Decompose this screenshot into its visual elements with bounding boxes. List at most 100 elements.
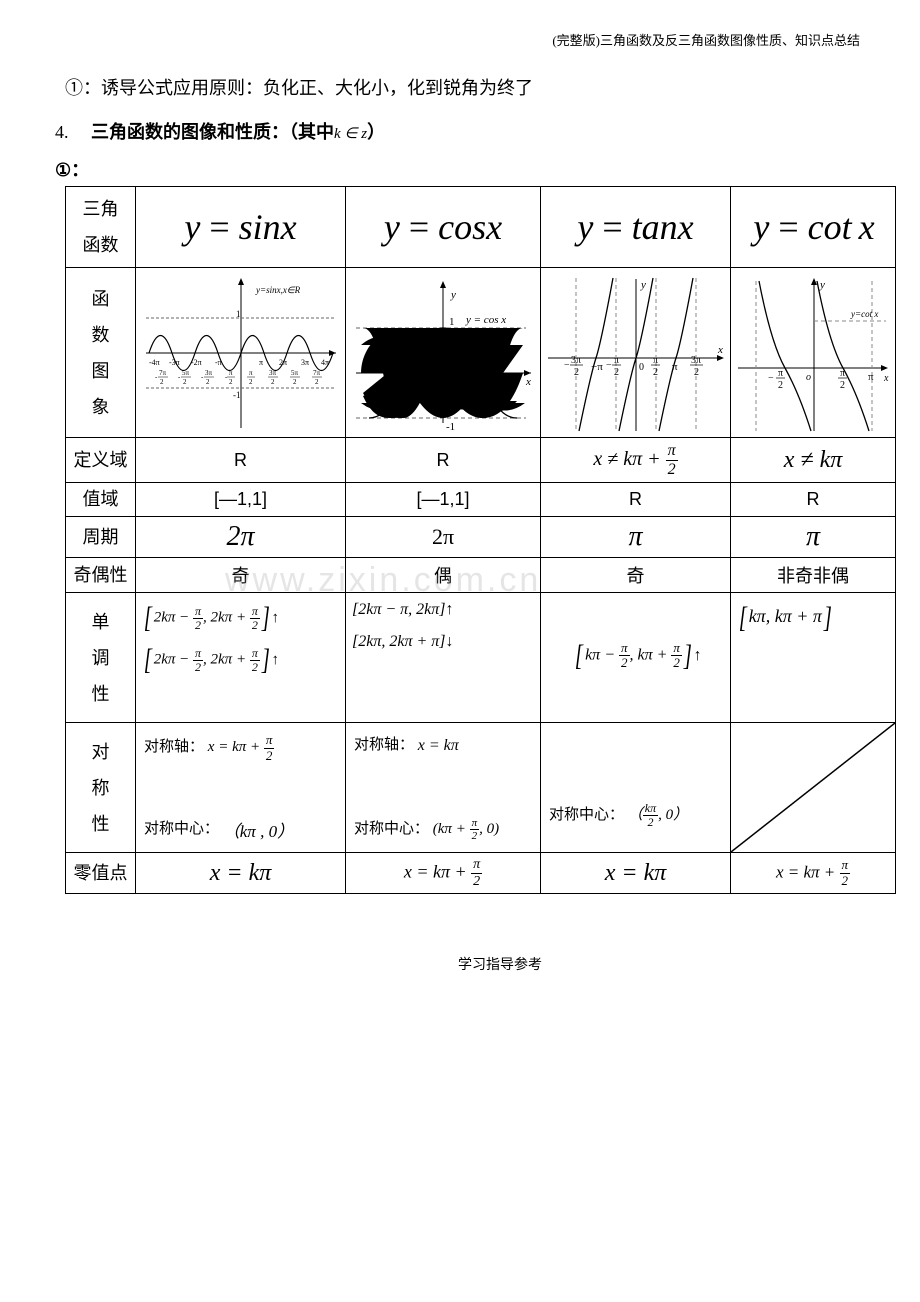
svg-text:−π: −π [591,361,603,373]
svg-text:−: − [606,360,612,371]
zero-sin: x = kπ [136,853,346,894]
svg-text:π: π [672,361,678,373]
table-row: 对称性 对称轴： x = kπ + π2 对称中心： （kπ , 0） 对称轴：… [66,723,896,853]
svg-text:2: 2 [840,380,845,391]
svg-text:4π: 4π [321,358,329,367]
row-label-period: 周期 [66,517,136,558]
svg-text:3π: 3π [269,369,277,377]
svg-text:2: 2 [183,378,187,386]
period-cos: 2π [346,517,541,558]
svg-text:x: x [717,344,723,356]
range-sin: [—1,1] [136,483,346,517]
row-label-range: 值域 [66,483,136,517]
parity-cos: 偶 [346,558,541,593]
svg-text:0: 0 [439,377,444,388]
mono-cot: [kπ, kπ + π] [731,593,896,723]
svg-text:3π: 3π [691,355,701,366]
svg-text:2: 2 [229,378,233,386]
svg-text:2: 2 [574,367,579,378]
func-tan: y = tanx [541,187,731,268]
parity-sin: 奇 [136,558,346,593]
svg-text:3π: 3π [483,377,493,388]
domain-cos: R [346,438,541,483]
section-4-title: 4. 三角函数的图像和性质：（其中k ∈ z） [55,118,865,144]
section-math: k ∈ z [334,126,367,142]
sym-sin: 对称轴： x = kπ + π2 对称中心： （kπ , 0） [136,723,346,853]
svg-text:π: π [840,368,845,379]
domain-cot: x ≠ kπ [731,438,896,483]
svg-text:5π: 5π [291,369,299,377]
svg-text:2: 2 [694,367,699,378]
graph-cot: y x y=cot x −π2 o π2 [731,268,896,438]
graph-sin: y=sinx,x∈R 1 -1 -4π-3π-2π-π π2π3π4π -7π2… [136,268,346,438]
svg-text:π: π [614,355,619,366]
parity-tan: 奇 [541,558,731,593]
svg-text:-: - [201,373,204,381]
svg-text:-2π: -2π [191,358,202,367]
domain-tan: x ≠ kπ + π2 [541,438,731,483]
svg-text:-1: -1 [446,421,455,433]
sym-axis-label: 对称轴： [354,737,414,753]
section-title-text: 三角函数的图像和性质：（其中 [91,122,334,142]
table-row: 三角函数 y = sinx y = cosx y = tanx y = cot … [66,187,896,268]
svg-text:2: 2 [249,378,253,386]
parity-cot: 非奇非偶 [731,558,896,593]
svg-text:π: π [229,369,233,377]
svg-text:π: π [868,371,874,383]
svg-text:π: π [451,377,456,388]
trig-properties-table: 三角函数 y = sinx y = cosx y = tanx y = cot … [65,186,896,894]
row-label-zero: 零值点 [66,853,136,894]
row-label-parity: 奇偶性 [66,558,136,593]
sym-cot [731,723,896,853]
svg-text:o: o [806,372,811,383]
svg-text:y=cot x: y=cot x [850,309,878,319]
range-tan: R [541,483,731,517]
row-label-domain: 定义域 [66,438,136,483]
page-header: (完整版)三角函数及反三角函数图像性质、知识点总结 [55,30,865,49]
svg-text:x: x [883,373,889,384]
mono-cos: [2kπ − π, 2kπ] [2kπ, 2kπ + π] [346,593,541,723]
mono-tan: [kπ − π2, kπ + π2] [541,593,731,723]
svg-text:-π: -π [215,358,222,367]
svg-text:−: − [564,360,570,371]
row-label-mono: 单调性 [66,593,136,723]
svg-text:π: π [423,377,428,388]
row-label-func: 三角函数 [66,187,136,268]
table-row: 值域 [—1,1] [—1,1] R R [66,483,896,517]
svg-text:2π: 2π [279,358,287,367]
svg-text:2: 2 [486,389,491,400]
svg-text:x: x [525,376,531,388]
svg-text:-: - [178,373,181,381]
mono-sin: [2kπ − π2, 2kπ + π2] [2kπ − π2, 2kπ + π2… [136,593,346,723]
sym-center-label: 对称中心： [549,807,624,823]
graph-tan: y x −3π2 −π [541,268,731,438]
svg-text:y: y [819,279,825,291]
table-row: 单调性 [2kπ − π2, 2kπ + π2] [2kπ − π2, 2kπ … [66,593,896,723]
row-label-sym: 对称性 [66,723,136,853]
svg-text:2: 2 [315,378,319,386]
svg-text:-1: -1 [233,390,241,400]
svg-text:y: y [640,279,646,291]
table-row: 定义域 R R x ≠ kπ + π2 x ≠ kπ [66,438,896,483]
svg-text:2: 2 [614,367,619,378]
domain-sin: R [136,438,346,483]
svg-text:y=sinx,x∈R: y=sinx,x∈R [255,285,301,295]
svg-text:2: 2 [778,380,783,391]
table-row: 函数图象 y=sinx,x∈R 1 -1 -4π-3π-2π-π π2π3π4π [66,268,896,438]
table-row: 零值点 x = kπ x = kπ + π2 x = kπ x = kπ + π… [66,853,896,894]
svg-text:0: 0 [639,362,644,373]
svg-text:3π: 3π [571,355,581,366]
table-row: 奇偶性 奇 偶 奇 非奇非偶 [66,558,896,593]
svg-text:-: - [155,373,158,381]
sym-axis-label: 对称轴： [144,740,204,756]
svg-text:y = cos x: y = cos x [465,314,506,326]
svg-text:2: 2 [423,389,428,400]
svg-text:2: 2 [451,389,456,400]
table-row: 周期 2π 2π π π [66,517,896,558]
svg-text:1: 1 [449,316,455,328]
svg-text:π: π [249,369,253,377]
svg-text:π: π [653,355,658,366]
svg-text:−: − [379,382,385,393]
svg-text:1: 1 [236,309,241,319]
section-number: 4. [55,122,69,142]
